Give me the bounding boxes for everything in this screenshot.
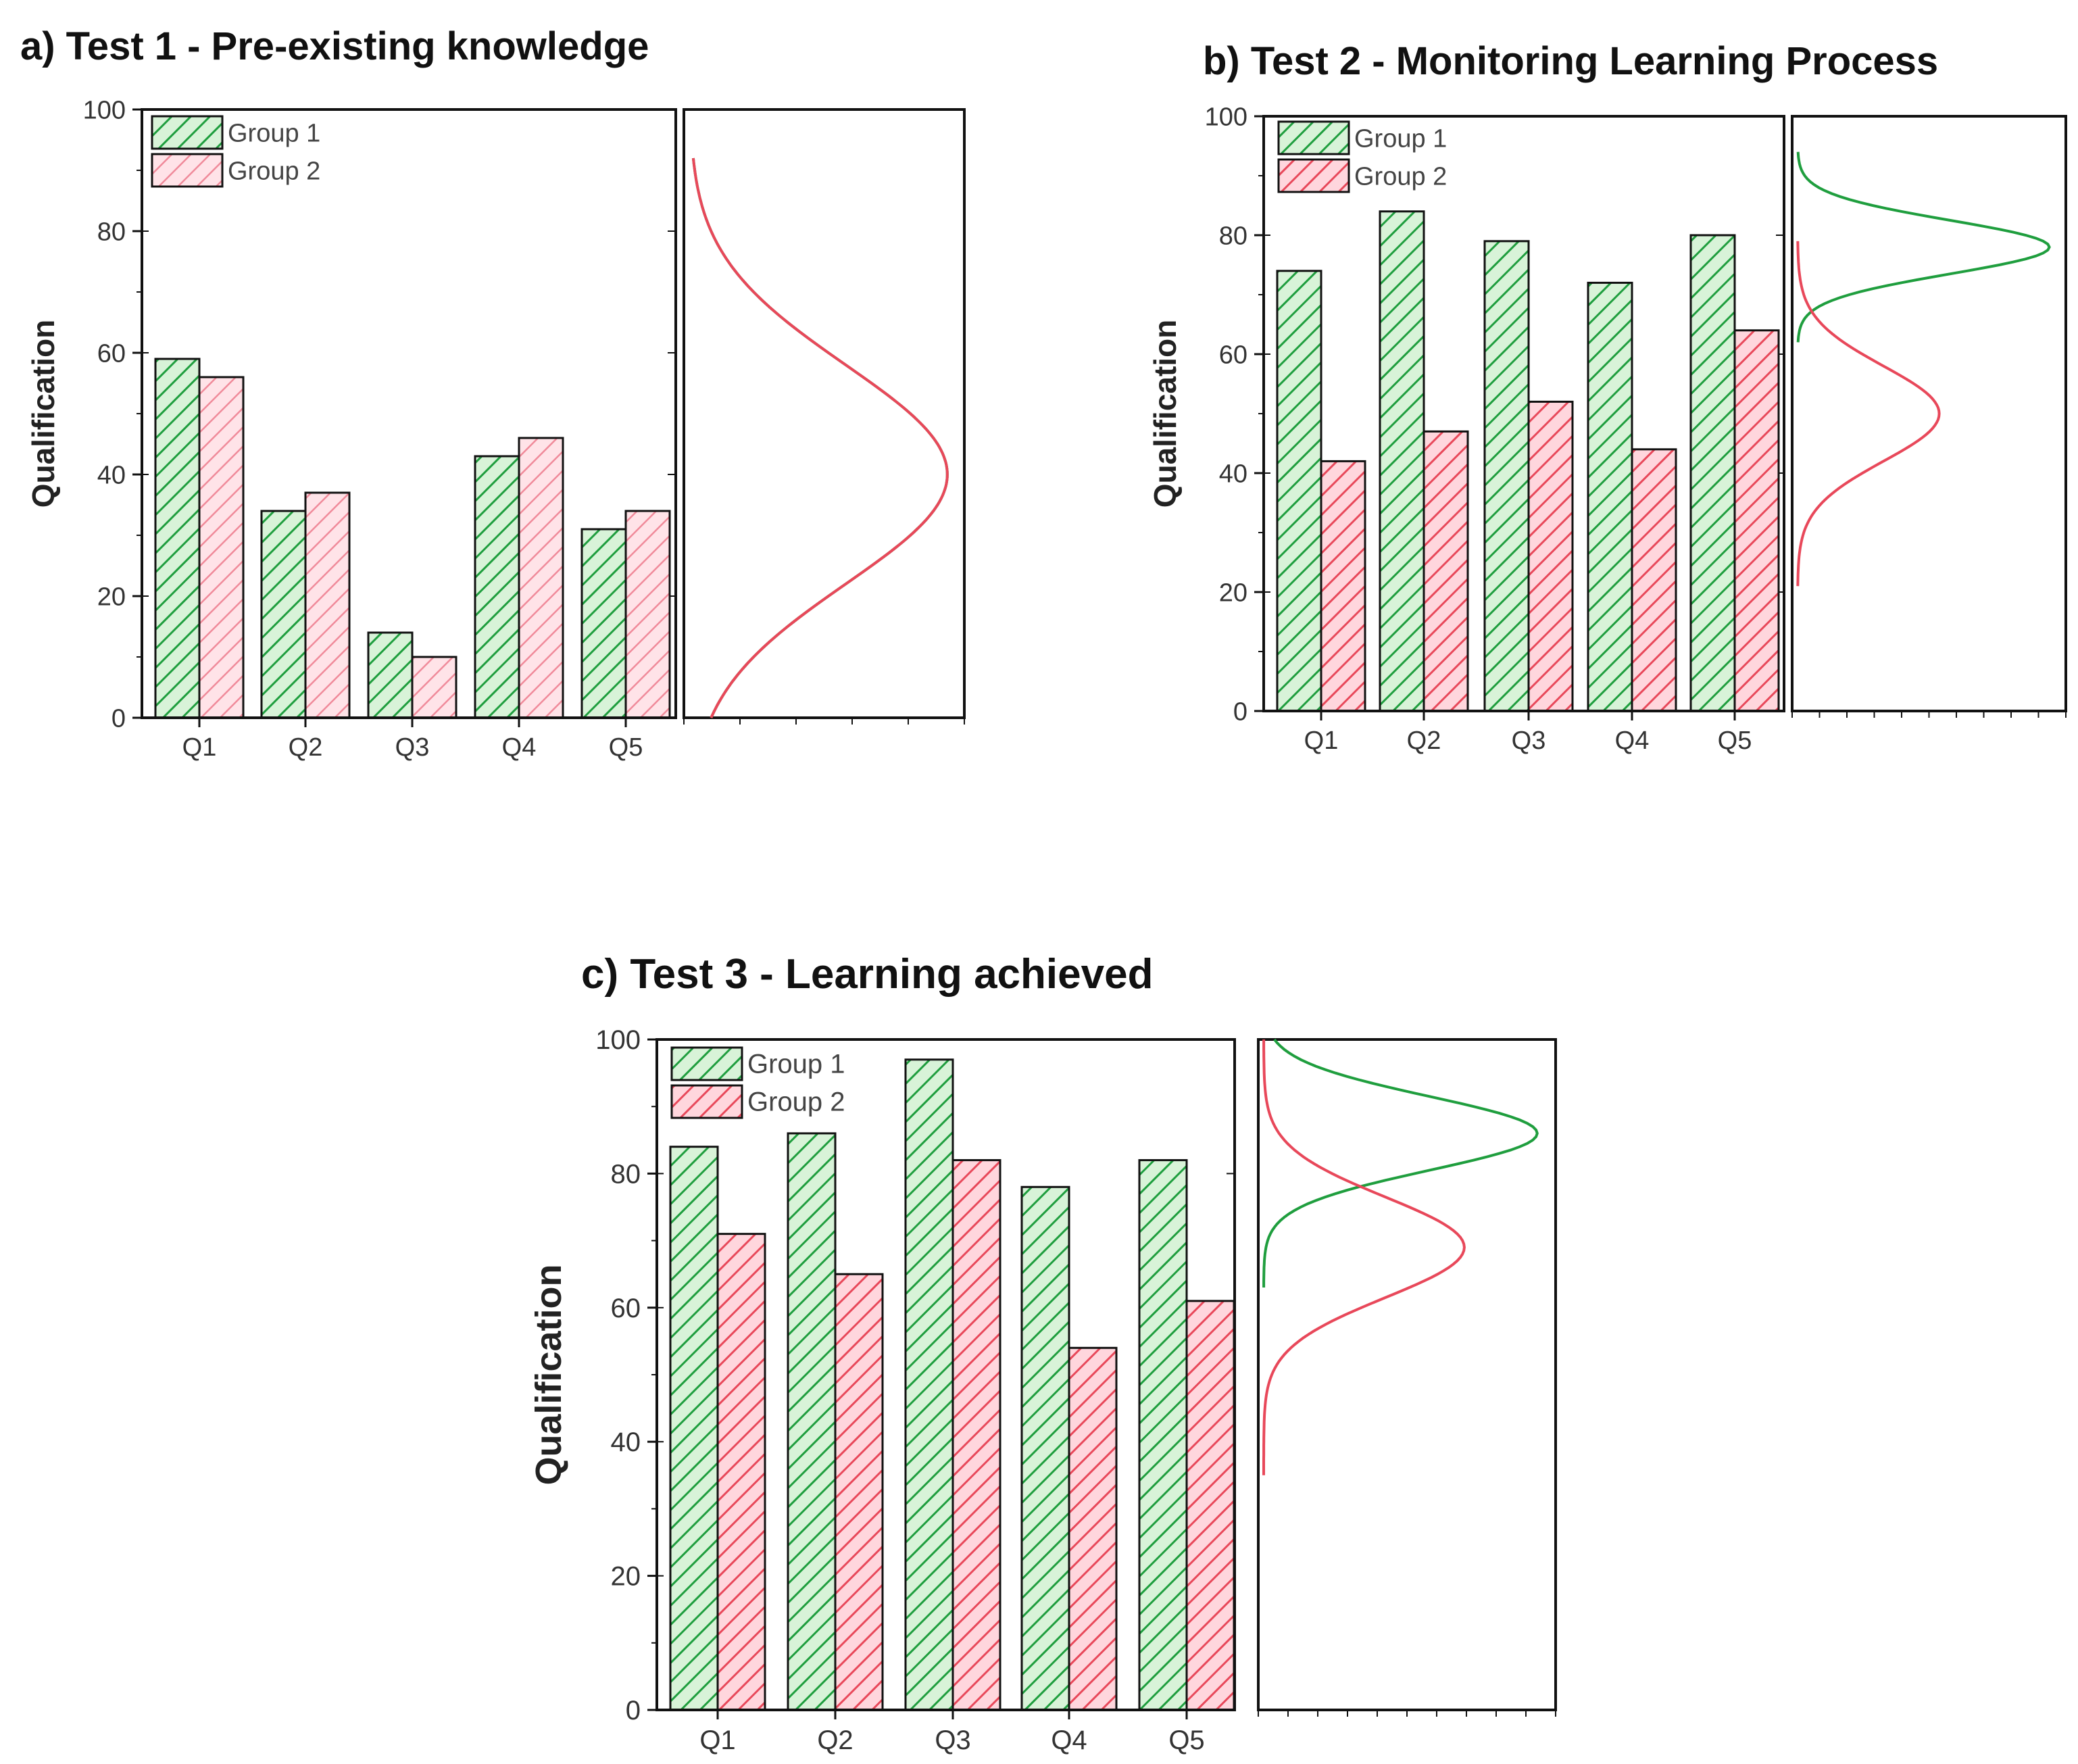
bar-group-2	[1733, 329, 1780, 712]
bar-group-2	[716, 1233, 766, 1711]
x-tick-label: Q4	[1051, 1725, 1087, 1755]
x-tick-label: Q3	[1512, 727, 1546, 755]
x-tick-label: Q1	[182, 733, 217, 762]
legend-swatch-group-1	[670, 1046, 743, 1081]
distribution-frame	[1257, 1038, 1557, 1711]
x-tick-label: Q4	[502, 733, 537, 762]
legend-label-group-2: Group 2	[1354, 162, 1447, 191]
distribution-curve-group-2	[1262, 1039, 1466, 1475]
y-tick-label: 20	[97, 583, 126, 611]
x-tick-label: Q1	[1304, 727, 1339, 755]
y-tick-label: 100	[83, 96, 126, 124]
y-tick-label: 40	[1219, 460, 1247, 488]
distribution-frame	[683, 108, 966, 719]
panel-a: a) Test 1 - Pre-existing knowledge Qualif…	[20, 24, 966, 762]
plot-frame	[1262, 115, 1785, 712]
legend-swatch-group-2	[151, 153, 224, 188]
y-tick-label: 80	[1219, 222, 1247, 250]
bar-group-2	[1527, 400, 1574, 712]
bar-group-1	[1483, 240, 1530, 712]
bar-group-2	[1423, 430, 1469, 712]
x-tick-label: Q5	[609, 733, 643, 762]
bar-group-1	[260, 510, 307, 719]
distribution-curve-group-1	[1796, 151, 2051, 343]
distribution-curve-group-1	[1262, 1038, 1539, 1288]
bar-group-1	[1020, 1185, 1070, 1711]
y-axis-label: Qualification	[1147, 320, 1183, 508]
bar-group-1	[367, 631, 414, 719]
plot-frame	[141, 108, 677, 719]
bar-group-2	[304, 491, 351, 719]
distribution-frame	[1791, 115, 2067, 712]
chart-title: b) Test 2 - Monitoring Learning Process	[1203, 39, 1938, 83]
bar-group-1	[1379, 210, 1425, 712]
bar-group-1	[1587, 281, 1633, 712]
legend-label-group-2: Group 2	[228, 157, 320, 185]
y-tick-label: 100	[595, 1025, 641, 1055]
y-tick-label: 40	[97, 461, 126, 489]
x-tick-label: Q3	[935, 1725, 970, 1755]
bar-group-1	[154, 358, 201, 719]
x-tick-label: Q2	[1407, 727, 1441, 755]
legend-label-group-1: Group 1	[1354, 124, 1447, 153]
legend-swatch-group-2	[1277, 158, 1350, 193]
distribution-curve-group-2	[691, 157, 949, 718]
chart-title: a) Test 1 - Pre-existing knowledge	[20, 24, 649, 68]
y-tick-label: 60	[1219, 341, 1247, 369]
bar-group-2	[951, 1159, 1001, 1711]
bar-group-1	[1138, 1159, 1188, 1711]
legend-label-group-1: Group 1	[228, 119, 320, 147]
x-tick-label: Q1	[699, 1725, 735, 1755]
bar-group-2	[411, 656, 457, 719]
bar-group-1	[1689, 234, 1736, 712]
y-tick-label: 80	[97, 218, 126, 246]
bar-group-1	[904, 1058, 954, 1711]
bar-group-2	[1320, 460, 1366, 712]
legend-swatch-group-1	[1277, 120, 1350, 155]
bar-group-1	[474, 455, 520, 719]
chart-title: c) Test 3 - Learning achieved	[581, 951, 1153, 998]
bar-group-1	[787, 1132, 837, 1711]
distribution-curve-group-1	[691, 157, 949, 718]
x-tick-label: Q5	[1168, 1725, 1204, 1755]
panel-b: b) Test 2 - Monitoring Learning Process Q…	[1147, 39, 2067, 755]
legend-label-group-2: Group 2	[747, 1087, 845, 1117]
y-tick-label: 0	[626, 1696, 641, 1725]
legend-swatch-group-1	[151, 115, 224, 150]
bar-group-2	[624, 510, 671, 719]
x-tick-label: Q2	[289, 733, 323, 762]
bar-group-1	[669, 1146, 719, 1711]
y-tick-label: 20	[1219, 579, 1247, 607]
x-tick-label: Q4	[1615, 727, 1650, 755]
y-tick-label: 20	[611, 1562, 641, 1592]
distribution-curve-group-2	[1796, 241, 1941, 587]
x-tick-label: Q2	[817, 1725, 853, 1755]
y-axis-label: Qualification	[528, 1264, 569, 1485]
bar-group-2	[198, 376, 245, 719]
legend-label-group-1: Group 1	[747, 1049, 845, 1079]
bar-group-2	[518, 437, 564, 719]
y-axis-label: Qualification	[26, 320, 61, 508]
y-tick-label: 0	[1233, 697, 1247, 726]
y-tick-label: 60	[611, 1294, 641, 1323]
y-tick-label: 40	[611, 1427, 641, 1457]
y-tick-label: 0	[112, 704, 126, 733]
y-tick-label: 100	[1205, 103, 1247, 131]
x-tick-label: Q3	[395, 733, 430, 762]
panel-c: c) Test 3 - Learning achieved Qualificati…	[528, 951, 1557, 1755]
bar-group-1	[580, 528, 627, 719]
y-tick-label: 80	[611, 1159, 641, 1189]
y-tick-label: 60	[97, 339, 126, 368]
x-tick-label: Q5	[1718, 727, 1752, 755]
bar-group-2	[1068, 1346, 1118, 1711]
bar-group-2	[1631, 448, 1677, 712]
bar-group-2	[1185, 1300, 1235, 1711]
bar-group-2	[834, 1273, 884, 1711]
bar-group-1	[1276, 270, 1322, 712]
legend-swatch-group-2	[670, 1084, 743, 1119]
plot-frame	[655, 1038, 1236, 1711]
